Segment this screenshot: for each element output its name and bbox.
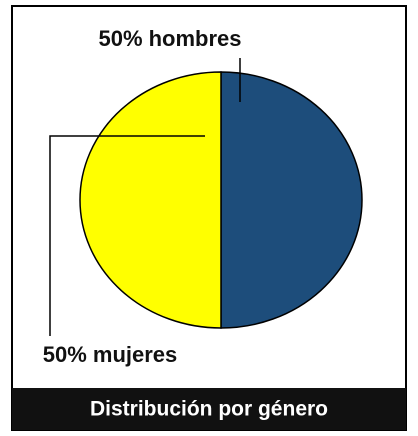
slice-label: 50% hombres bbox=[98, 26, 241, 51]
leader-line bbox=[49, 135, 205, 336]
pie-slice bbox=[220, 71, 363, 329]
slice-label: 50% mujeres bbox=[43, 342, 178, 367]
pie bbox=[79, 71, 363, 329]
chart-title: Distribución por género bbox=[90, 398, 328, 421]
title-bar bbox=[12, 388, 406, 430]
